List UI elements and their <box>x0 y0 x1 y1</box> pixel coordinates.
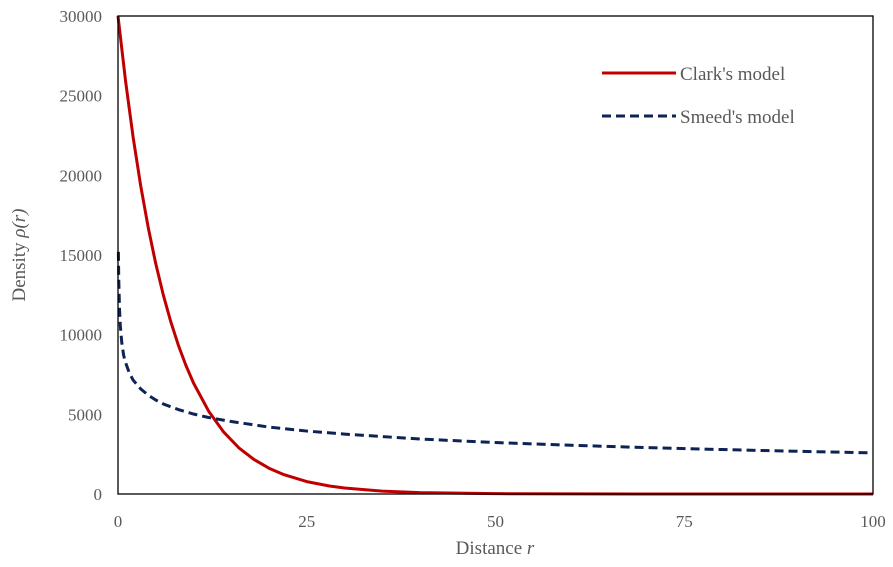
y-axis-label: Density <box>9 242 30 302</box>
y-tick-label: 15000 <box>60 246 103 265</box>
y-axis-ticks: 0 5000 10000 15000 20000 25000 30000 <box>60 7 103 504</box>
x-tick-label: 50 <box>487 512 504 531</box>
x-axis-variable: r <box>527 538 535 559</box>
y-tick-label: 10000 <box>60 326 103 345</box>
x-axis-label: Distance <box>456 538 522 559</box>
y-axis-title: Density ρ(r) <box>9 208 30 301</box>
series-line-smeed <box>116 251 874 455</box>
legend-label-clark: Clark's model <box>680 64 785 85</box>
y-tick-label: 5000 <box>68 405 102 424</box>
legend-label-smeed: Smeed's model <box>680 107 795 128</box>
x-tick-label: 100 <box>860 512 886 531</box>
x-axis-ticks: 0 25 50 75 100 <box>114 512 886 531</box>
y-axis-variable: ρ(r) <box>9 208 30 238</box>
y-tick-label: 0 <box>94 485 103 504</box>
x-tick-label: 0 <box>114 512 123 531</box>
plot-frame <box>117 15 874 495</box>
y-tick-label: 30000 <box>60 7 103 26</box>
plot-area <box>116 15 874 496</box>
x-axis-title: Distance r <box>456 538 535 559</box>
x-tick-label: 75 <box>676 512 693 531</box>
y-tick-label: 25000 <box>60 87 103 106</box>
x-tick-label: 25 <box>298 512 315 531</box>
legend: Clark's model Smeed's model <box>602 64 795 128</box>
y-tick-label: 20000 <box>60 166 103 185</box>
